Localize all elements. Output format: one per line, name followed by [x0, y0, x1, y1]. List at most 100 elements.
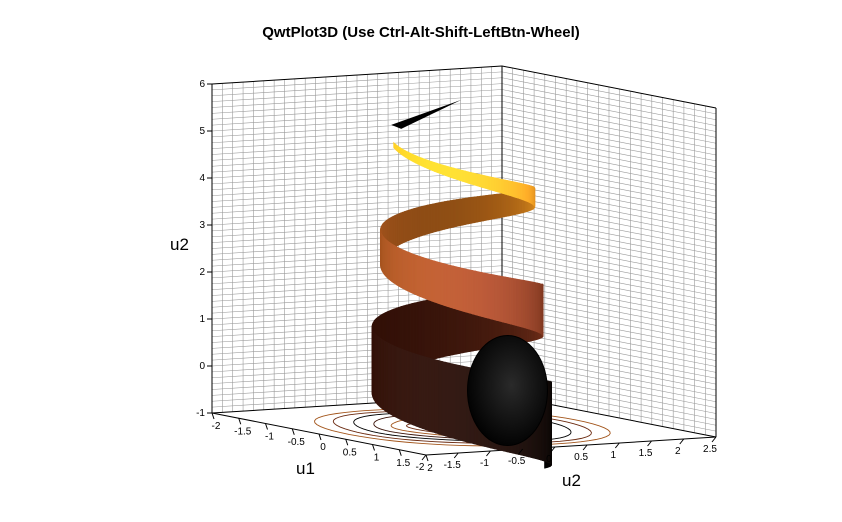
grid-line [501, 265, 717, 309]
grid-line [501, 142, 717, 185]
grid-line [211, 194, 503, 214]
tick-mark [679, 438, 685, 445]
tick-mark [372, 444, 375, 451]
grid-line [501, 335, 717, 379]
tick-mark [582, 444, 588, 451]
tick-mark [614, 442, 620, 449]
surface-patch [467, 171, 472, 185]
grid-line [211, 77, 503, 97]
grid-line [501, 100, 717, 144]
tick-label: 3 [199, 220, 205, 231]
grid-line [211, 353, 503, 373]
grid-line [211, 71, 503, 91]
grid-line [501, 236, 717, 279]
grid-line [501, 83, 717, 126]
frame-edge [425, 436, 717, 456]
tick-mark [550, 446, 556, 453]
grid-line [211, 112, 503, 132]
tick-label: 4 [199, 173, 205, 184]
grid-line [211, 153, 503, 173]
x-axis-ticks: -2 -1.5 -1 -0.5 0 0.5 1 1.5 2 2.5 [416, 436, 717, 473]
tick-label: 0 [546, 454, 552, 465]
grid-line [501, 118, 717, 162]
tick-label: -1.5 [234, 426, 252, 437]
grid-line [501, 165, 717, 209]
grid-line [501, 200, 717, 244]
grid-line [501, 112, 717, 156]
frame-edge [501, 65, 717, 109]
tick-label: -0.5 [288, 437, 306, 448]
grid-line [501, 212, 717, 256]
chart-title: QwtPlot3D (Use Ctrl-Alt-Shift-LeftBtn-Wh… [262, 24, 580, 41]
tick-label: 2.5 [703, 444, 717, 455]
grid-line [211, 183, 503, 202]
grid-line [211, 118, 503, 138]
tick-mark [453, 452, 459, 459]
grid-line [501, 230, 717, 273]
tick-mark [211, 412, 215, 420]
grid-line [501, 218, 717, 262]
tick-mark [291, 428, 295, 435]
grid-line [211, 189, 503, 208]
tick-label: 1.5 [639, 448, 653, 459]
tick-label: 5 [199, 126, 205, 137]
grid-line [501, 259, 717, 303]
grid-line [501, 106, 717, 150]
grid-line [211, 130, 503, 149]
grid-line [211, 124, 503, 144]
grid-line [501, 177, 717, 220]
grid-line [211, 147, 503, 167]
tick-mark [421, 454, 427, 461]
tick-mark [647, 440, 652, 447]
tick-label: 1 [374, 453, 380, 464]
grid-line [501, 247, 717, 291]
y-axis-ticks: -2 -1.5 -1 -0.5 0 0.5 1 1.5 2 [211, 412, 433, 474]
back-wall-grid [211, 65, 503, 414]
grid-line [501, 241, 717, 285]
tick-label: 1 [199, 314, 205, 325]
tick-label: -1 [196, 408, 205, 419]
grid-line [501, 271, 717, 314]
grid-line [211, 106, 503, 126]
tick-label: 0 [199, 361, 205, 372]
x-axis-label: u1 [296, 459, 315, 478]
grid-line [501, 89, 717, 132]
tick-mark [238, 418, 242, 425]
grid-line [211, 100, 503, 120]
tick-label: -1.5 [444, 460, 462, 471]
grid-line [501, 130, 717, 173]
z-axis-label: u2 [170, 235, 189, 254]
tick-label: -2 [416, 462, 425, 473]
tick-mark [486, 450, 491, 457]
grid-line [211, 359, 503, 379]
grid-line [211, 224, 503, 243]
tube-end-cap [466, 335, 548, 447]
grid-line [211, 259, 503, 279]
tick-label: -0.5 [508, 456, 526, 467]
tick-label: 6 [199, 79, 205, 90]
tick-label: -2 [212, 421, 221, 432]
tick-mark [265, 423, 268, 430]
frame-edge [211, 65, 503, 85]
tick-mark [425, 454, 429, 462]
grid-line [501, 136, 717, 179]
tick-label: 0.5 [574, 452, 588, 463]
tick-mark [518, 448, 524, 455]
grid-line [501, 341, 717, 385]
tick-mark [318, 433, 322, 441]
tick-label: 2 [675, 446, 681, 457]
grid-line [501, 194, 717, 238]
z-axis-ticks: -1 0 1 2 3 4 5 6 [196, 79, 212, 419]
tube-tip [391, 99, 462, 129]
grid-line [501, 77, 717, 121]
grid-line [211, 95, 503, 114]
grid-line [211, 247, 503, 267]
helix-surface [371, 99, 552, 469]
grid-line [501, 159, 717, 203]
grid-line [211, 241, 503, 261]
grid-line [501, 253, 717, 297]
tick-label: 2 [427, 463, 433, 474]
grid-line [211, 89, 503, 108]
tick-label: 2 [199, 267, 205, 278]
